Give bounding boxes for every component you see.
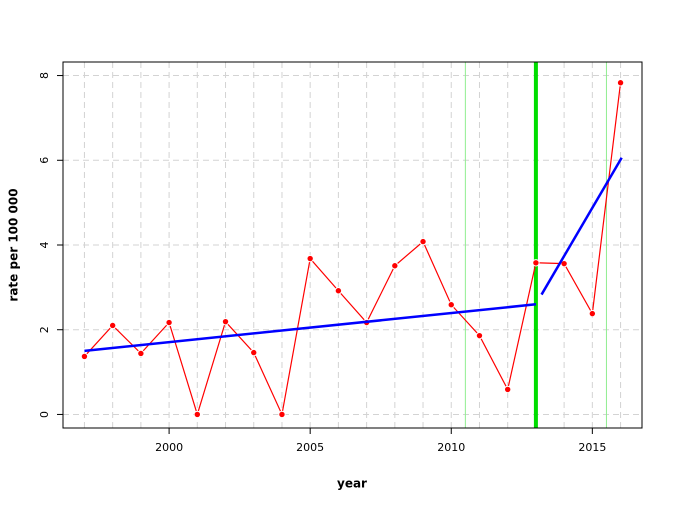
plot-frame bbox=[62, 61, 643, 429]
data-point bbox=[391, 262, 399, 270]
data-point bbox=[588, 309, 597, 318]
y-tick-label: 0 bbox=[38, 411, 51, 418]
data-line bbox=[84, 82, 622, 417]
data-point bbox=[616, 79, 625, 87]
x-axis-label: year bbox=[337, 477, 367, 491]
trend-line bbox=[84, 303, 537, 353]
x-tick-label: 2015 bbox=[578, 441, 606, 454]
data-point bbox=[278, 410, 286, 419]
data-point bbox=[419, 237, 427, 246]
data-point bbox=[306, 254, 314, 263]
y-tick-label: 2 bbox=[38, 326, 51, 333]
x-tick-label: 2010 bbox=[437, 441, 465, 454]
y-axis-label: rate per 100 000 bbox=[7, 188, 21, 301]
x-tick-label: 2000 bbox=[155, 441, 183, 454]
y-tick-label: 8 bbox=[38, 72, 51, 79]
data-point bbox=[193, 410, 202, 419]
trend-line bbox=[540, 157, 623, 296]
data-point bbox=[503, 385, 512, 394]
data-point bbox=[108, 321, 117, 330]
y-tick-label: 6 bbox=[38, 157, 51, 164]
x-tick-label: 2005 bbox=[296, 441, 324, 454]
data-point bbox=[137, 349, 145, 358]
data-point bbox=[475, 331, 484, 340]
data-point bbox=[532, 259, 540, 267]
data-point bbox=[447, 301, 455, 309]
data-point bbox=[80, 352, 89, 361]
y-tick-label: 4 bbox=[38, 242, 51, 249]
data-point bbox=[334, 287, 343, 295]
data-point bbox=[165, 318, 173, 327]
data-point bbox=[250, 348, 258, 357]
data-point bbox=[221, 317, 230, 326]
